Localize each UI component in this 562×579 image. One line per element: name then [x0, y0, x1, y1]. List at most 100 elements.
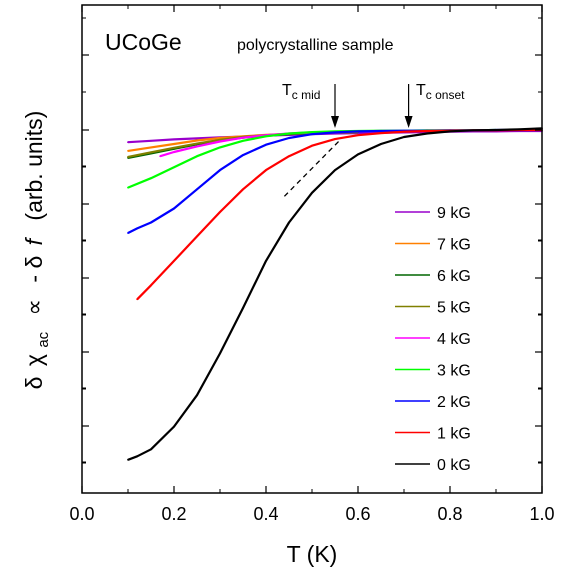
data-point	[495, 129, 497, 131]
y-axis-title: δ χ ac ∝ - δ f (arb. units)	[21, 111, 53, 390]
data-point	[265, 169, 267, 172]
data-point	[219, 352, 221, 355]
legend-label: 6 kG	[437, 268, 471, 285]
data-point	[150, 146, 152, 149]
data-point	[150, 448, 152, 451]
data-point	[357, 130, 359, 133]
data-point	[426, 132, 428, 135]
data-point	[173, 138, 175, 141]
data-point	[311, 131, 313, 134]
data-point	[311, 144, 313, 147]
data-point	[150, 284, 152, 287]
y-label-chi: χ	[21, 354, 47, 366]
data-point	[403, 136, 405, 138]
data-point	[127, 156, 129, 158]
plot-frame	[81, 4, 543, 494]
data-point	[159, 155, 162, 158]
extrapolation-layer	[283, 140, 341, 197]
data-point	[311, 191, 313, 194]
data-point	[196, 394, 198, 397]
data-point	[150, 177, 152, 180]
data-point	[311, 133, 313, 136]
data-point	[136, 455, 139, 458]
data-point	[150, 151, 152, 154]
data-point	[219, 140, 221, 143]
data-point	[403, 130, 405, 133]
tc-onset-label: Tc onset	[416, 82, 465, 102]
tc-mid-arrowhead	[331, 116, 339, 128]
legend-label: 7 kG	[437, 237, 471, 254]
data-point	[380, 132, 382, 135]
x-tick-label: 0.4	[253, 504, 278, 524]
series-layer	[127, 127, 543, 461]
data-point	[196, 188, 198, 191]
y-label-minus-delta: - δ	[21, 256, 47, 283]
data-point	[127, 232, 129, 234]
x-ticks: 0.0 0.2 0.4 0.6 0.8 1.0	[69, 5, 555, 524]
x-tick-label: 0.8	[437, 504, 462, 524]
data-point	[265, 143, 267, 146]
data-point	[219, 211, 221, 213]
tc-onset-arrowhead	[404, 116, 413, 128]
y-label-f: f	[21, 236, 47, 245]
data-point	[196, 137, 198, 140]
data-point	[173, 143, 175, 145]
data-point	[136, 227, 139, 230]
legend-label: 9 kG	[437, 205, 471, 222]
data-point	[173, 151, 175, 153]
data-point	[288, 155, 290, 158]
data-point	[265, 260, 267, 262]
data-point	[426, 130, 428, 132]
legend-label: 5 kG	[437, 300, 471, 317]
x-tick-label: 0.0	[69, 504, 94, 524]
data-point	[173, 146, 175, 149]
data-point	[127, 150, 129, 152]
y-label-chi-sub: ac	[35, 331, 52, 347]
data-point	[127, 186, 129, 189]
extrapolation-dashed-line	[283, 140, 341, 197]
data-point	[357, 134, 359, 137]
data-point	[150, 139, 152, 142]
legend-label: 2 kG	[437, 394, 471, 411]
material-label: UCoGe	[105, 29, 182, 55]
data-point	[242, 139, 244, 142]
legend-label: 4 kG	[437, 331, 471, 348]
data-point	[173, 260, 175, 262]
data-point	[219, 138, 221, 141]
data-point	[380, 143, 382, 145]
data-point	[288, 221, 290, 224]
sample-label: polycrystalline sample	[237, 37, 394, 54]
data-point	[357, 153, 359, 156]
data-point	[380, 130, 382, 132]
x-tick-label: 0.2	[161, 504, 186, 524]
data-point	[150, 221, 152, 224]
svg-text:δ χ ac: δ χ ac ∝ - δ f (arb. units)	[21, 111, 53, 390]
data-point	[136, 298, 139, 301]
data-point	[127, 141, 129, 144]
data-point	[173, 166, 175, 169]
data-point	[265, 135, 267, 138]
data-point	[449, 130, 451, 133]
data-point	[196, 145, 198, 148]
data-point	[127, 458, 129, 461]
series-line-0-kg	[127, 127, 543, 461]
data-point	[242, 307, 244, 309]
data-point	[219, 137, 221, 139]
x-tick-label: 1.0	[529, 504, 554, 524]
data-point	[196, 142, 198, 145]
data-point	[334, 169, 336, 172]
data-point	[219, 169, 221, 172]
data-point	[472, 129, 474, 132]
y-label-proportional: ∝	[21, 299, 47, 315]
x-tick-label: 0.6	[345, 504, 370, 524]
y-ticks	[82, 17, 542, 464]
data-point	[288, 132, 290, 135]
legend-label: 0 kG	[437, 457, 471, 474]
data-point	[196, 235, 198, 238]
data-point	[334, 138, 336, 141]
x-axis-title: T (K)	[287, 541, 338, 567]
data-point	[518, 128, 520, 131]
tc-mid-label: Tc mid	[282, 82, 320, 102]
